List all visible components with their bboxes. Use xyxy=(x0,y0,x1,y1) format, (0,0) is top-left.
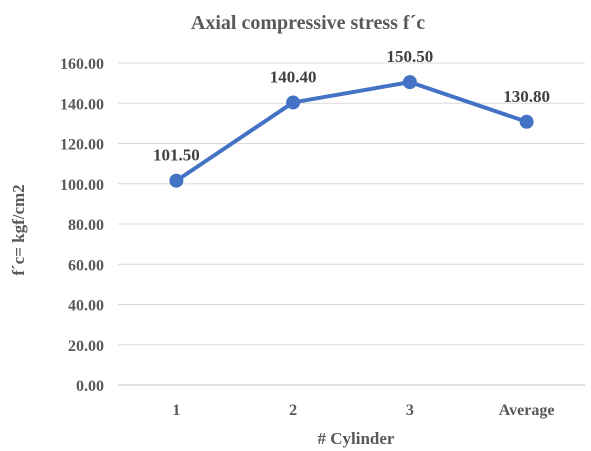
data-label: 101.50 xyxy=(153,146,200,165)
x-tick-label: 3 xyxy=(406,402,414,419)
chart-title: Axial compressive stress f´c xyxy=(191,12,425,34)
y-axis-tick-labels: 0.00 20.00 40.00 60.00 80.00 100.00 120.00 140.… xyxy=(60,56,104,395)
y-tick-label: 40.00 xyxy=(68,298,104,315)
gridlines xyxy=(118,62,585,386)
data-labels: 101.50 140.40 150.50 130.80 xyxy=(153,47,550,165)
y-tick-label: 100.00 xyxy=(60,177,104,194)
y-tick-label: 160.00 xyxy=(60,56,104,73)
data-point xyxy=(169,173,184,188)
data-point xyxy=(402,75,417,90)
y-tick-label: 60.00 xyxy=(68,257,104,274)
data-series xyxy=(169,75,534,188)
x-tick-label: 2 xyxy=(289,402,297,419)
x-axis-tick-labels: 1 2 3 Average xyxy=(172,402,554,419)
data-point xyxy=(286,95,301,110)
y-tick-label: 0.00 xyxy=(76,378,104,395)
data-label: 150.50 xyxy=(387,47,434,66)
y-tick-label: 140.00 xyxy=(60,96,104,113)
data-label: 140.40 xyxy=(270,67,317,86)
series-line xyxy=(174,80,529,183)
y-tick-label: 120.00 xyxy=(60,137,104,154)
y-tick-label: 80.00 xyxy=(68,217,104,234)
x-tick-label: Average xyxy=(499,402,555,419)
data-label: 130.80 xyxy=(503,87,550,106)
data-point xyxy=(519,114,534,129)
x-tick-label: 1 xyxy=(172,402,180,419)
y-axis-title: f´c= kgf/cm2 xyxy=(9,184,28,275)
x-axis-title: # Cylinder xyxy=(318,429,395,448)
y-tick-label: 20.00 xyxy=(68,338,104,355)
